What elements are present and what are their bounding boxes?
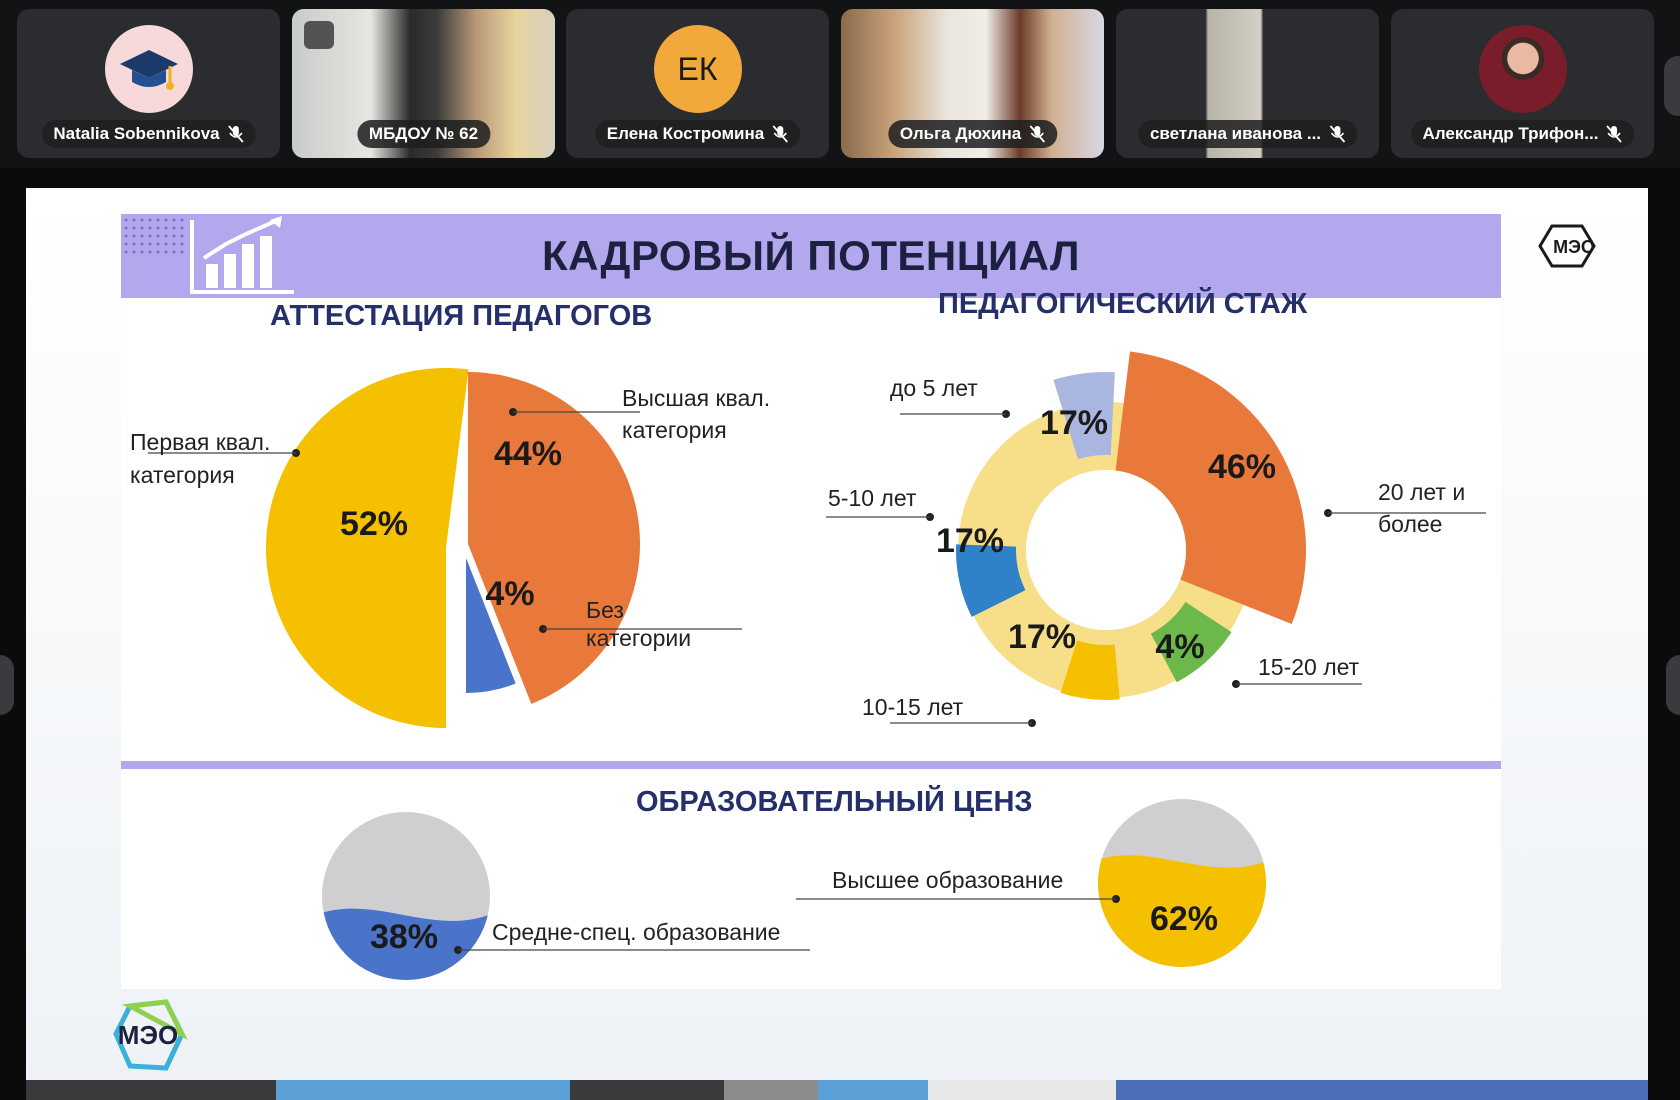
participants-bar: Natalia Sobennikova МБДОУ № 62 ЕК Елена …: [0, 0, 1680, 168]
experience-category-label: 20 лет и: [1378, 479, 1465, 505]
mic-off-icon: [1329, 125, 1345, 143]
experience-slice: [1115, 351, 1306, 625]
attestation-slice: [266, 368, 469, 728]
avatar: [1478, 25, 1567, 113]
education-gauge-fill: [1098, 855, 1266, 967]
section-divider: [121, 761, 1501, 769]
experience-category-label: 15-20 лет: [1258, 654, 1360, 680]
taskbar-segment: [928, 1080, 1116, 1100]
experience-category-label: до 5 лет: [890, 375, 978, 401]
experience-value-label: 17%: [936, 522, 1004, 560]
section-title-education: ОБРАЗОВАТЕЛЬНЫЙ ЦЕНЗ: [636, 786, 1033, 818]
experience-value-label: 17%: [1040, 404, 1108, 442]
experience-slice: [956, 544, 1026, 617]
mic-off-icon: [1606, 125, 1623, 143]
meo-bottom-logo-icon: МЭО: [113, 999, 188, 1071]
experience-center: [1026, 470, 1186, 630]
taskbar-segment: [818, 1080, 928, 1100]
experience-category-label: 10-15 лет: [862, 694, 964, 720]
taskbar-segment: [724, 1080, 818, 1100]
attestation-category-label: Без: [586, 597, 624, 623]
scroll-right-button[interactable]: [1664, 56, 1680, 116]
attestation-category-label: категория: [130, 462, 235, 488]
avatar-initials: ЕК: [677, 50, 718, 87]
mic-off-icon: [1029, 125, 1045, 143]
participant-tile-active[interactable]: МБДОУ № 62: [292, 9, 555, 158]
title-banner: [121, 214, 1501, 298]
participant-nameplate: светлана иванова ...: [1137, 120, 1358, 148]
attestation-category-label: категории: [586, 625, 691, 651]
meo-logo-icon: МЭО: [1538, 224, 1596, 268]
participant-tile[interactable]: ЕК Елена Костромина: [566, 9, 829, 158]
participant-name: Ольга Дюхина: [899, 124, 1022, 143]
experience-value-label: 46%: [1208, 448, 1276, 486]
experience-category-label: более: [1378, 511, 1442, 537]
participant-name: светлана иванова ...: [1149, 124, 1322, 143]
attestation-category-label: категория: [622, 417, 727, 443]
experience-value-label: 17%: [1008, 618, 1076, 656]
growth-chart-icon: [190, 216, 294, 294]
participant-nameplate: Елена Костромина: [594, 120, 801, 148]
charts-canvas: 52% 44% 4% Первая квал. категория Высшая квал…: [130, 351, 1486, 980]
logo-text: МЭО: [1553, 237, 1595, 257]
participant-tile[interactable]: светлана иванова ...: [1116, 9, 1379, 158]
slide-title: КАДРОВЫЙ ПОТЕНЦИАЛ: [542, 232, 1080, 279]
mic-off-icon: [227, 125, 244, 143]
attestation-value-label: 4%: [485, 575, 534, 613]
participant-tile[interactable]: Александр Трифон...: [1391, 9, 1654, 158]
education-value-label: 38%: [370, 918, 438, 956]
participant-nameplate: Ольга Дюхина: [887, 120, 1058, 148]
section-title-experience: ПЕДАГОГИЧЕСКИЙ СТАЖ: [938, 288, 1308, 320]
attestation-slice: [466, 558, 516, 693]
signal-icon: [304, 21, 334, 49]
experience-slice: [1150, 601, 1232, 683]
section-title-attestation: АТТЕСТАЦИЯ ПЕДАГОГОВ: [270, 300, 653, 332]
dots-decoration: [122, 216, 184, 256]
bottom-logo-text: МЭО: [118, 1020, 178, 1050]
experience-category-label: 5-10 лет: [828, 485, 917, 511]
attestation-category-label: Высшая квал.: [622, 385, 770, 411]
avatar: ЕК: [653, 25, 742, 113]
participant-nameplate: Александр Трифон...: [1410, 120, 1635, 148]
participant-name: Natalia Sobennikova: [53, 124, 220, 143]
education-category-label: Высшее образование: [832, 867, 1063, 893]
participant-tile[interactable]: Natalia Sobennikova: [17, 9, 280, 158]
attestation-value-label: 52%: [340, 505, 408, 543]
experience-slice: [1053, 372, 1115, 460]
attestation-slice: [468, 372, 641, 704]
participant-tile[interactable]: Ольга Дюхина: [841, 9, 1104, 158]
education-category-label: Средне-спец. образование: [492, 919, 780, 945]
slide-next-button[interactable]: [1666, 655, 1680, 715]
participant-name: МБДОУ № 62: [368, 124, 479, 143]
taskbar-segment: [570, 1080, 724, 1100]
participant-name: Елена Костромина: [606, 124, 765, 143]
taskbar-segment: [26, 1080, 276, 1100]
education-value-label: 62%: [1150, 900, 1218, 938]
experience-slice: [1060, 640, 1120, 700]
avatar: [104, 25, 193, 113]
presentation-slide: КАДРОВЫЙ ПОТЕНЦИАЛ МЭО АТТЕСТАЦИЯ ПЕДАГО…: [26, 188, 1648, 1088]
participant-name: Александр Трифон...: [1422, 124, 1599, 143]
graduation-cap-icon: [119, 50, 178, 90]
participant-nameplate: Natalia Sobennikova: [41, 120, 256, 148]
slide-prev-button[interactable]: [0, 655, 14, 715]
experience-value-label: 4%: [1155, 628, 1204, 666]
mic-off-icon: [772, 125, 788, 143]
attestation-category-label: Первая квал.: [130, 429, 270, 455]
taskbar-segment: [1116, 1080, 1648, 1100]
attestation-value-label: 44%: [494, 435, 562, 473]
participant-nameplate: МБДОУ № 62: [356, 120, 491, 148]
taskbar-segment: [276, 1080, 570, 1100]
